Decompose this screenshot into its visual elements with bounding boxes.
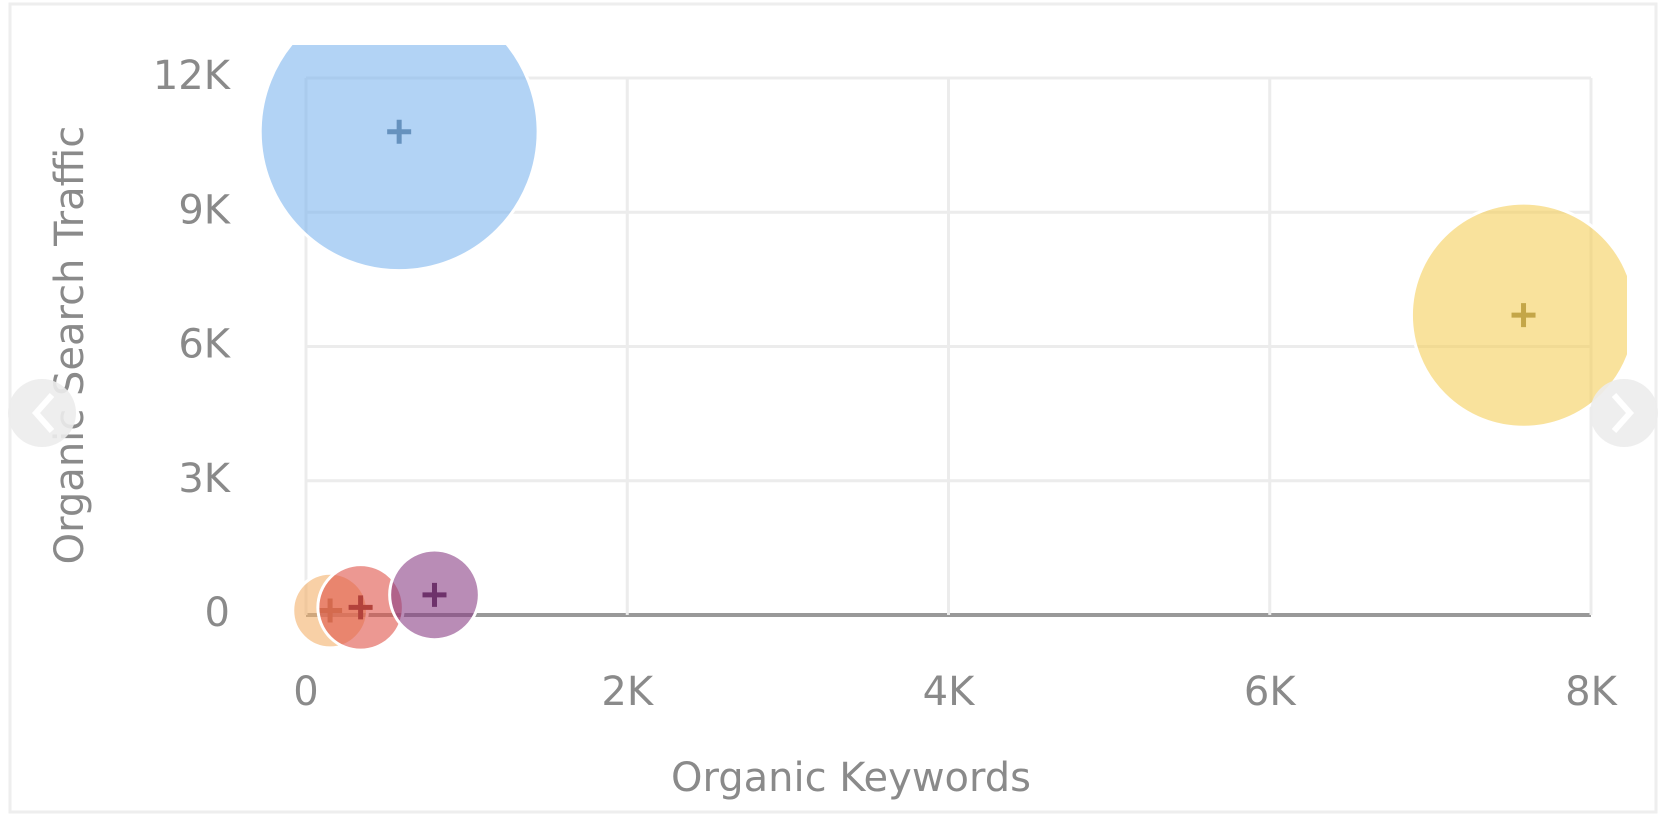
y-tick-label: 0 bbox=[205, 590, 230, 636]
x-axis-title: Organic Keywords bbox=[671, 755, 1031, 801]
bubble-center bbox=[422, 582, 447, 607]
grid: 0 3K 6K 9K 12K 0 2K 4K 6K 8K bbox=[153, 53, 1619, 715]
y-tick-label: 9K bbox=[178, 187, 231, 233]
x-tick-label: 0 bbox=[293, 669, 318, 715]
x-tick-label: 2K bbox=[601, 669, 654, 715]
next-button-bg[interactable] bbox=[1590, 379, 1658, 447]
bubble-center bbox=[387, 119, 412, 144]
y-tick-label: 6K bbox=[178, 322, 231, 368]
y-axis-title: Organic Search Traffic bbox=[47, 126, 93, 565]
next-button[interactable] bbox=[1590, 379, 1658, 447]
x-tick-label: 6K bbox=[1244, 669, 1297, 715]
y-tick-label: 12K bbox=[153, 53, 232, 99]
x-tick-label: 8K bbox=[1565, 669, 1618, 715]
prev-button[interactable] bbox=[8, 379, 76, 447]
bubble-center bbox=[1511, 303, 1536, 328]
prev-button-bg[interactable] bbox=[8, 379, 76, 447]
bubble-center bbox=[348, 595, 373, 620]
bubble bbox=[258, 45, 540, 273]
card bbox=[8, 2, 1658, 814]
y-tick-label: 3K bbox=[178, 456, 231, 502]
plot-area bbox=[258, 45, 1627, 652]
next-icon bbox=[1611, 393, 1635, 433]
x-tick-label: 4K bbox=[923, 669, 976, 715]
prev-icon bbox=[31, 393, 55, 433]
